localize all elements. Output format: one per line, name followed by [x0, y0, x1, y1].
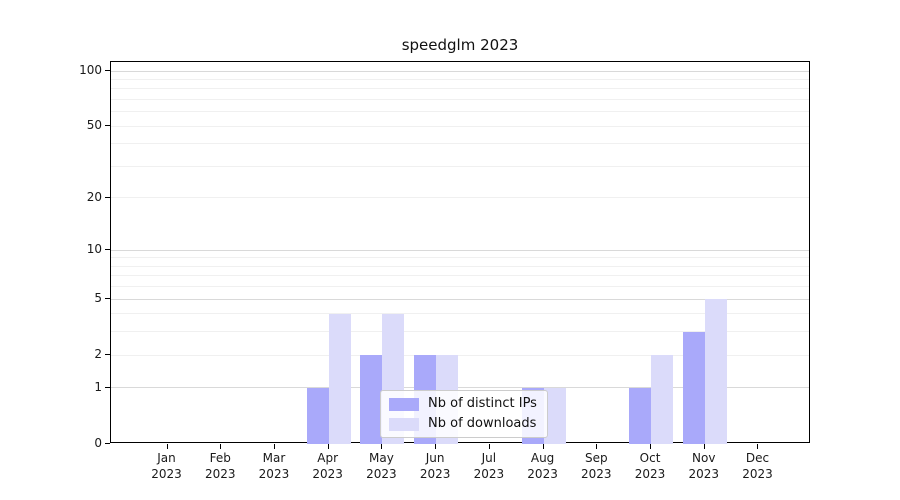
gridline-4 — [111, 313, 809, 315]
x-tick-label-sep: Sep 2023 — [581, 451, 612, 481]
x-tick-nov — [703, 444, 705, 449]
x-tick-label-feb: Feb 2023 — [204, 451, 236, 481]
gridline-1 — [111, 387, 809, 389]
gridline-20 — [111, 197, 809, 199]
y-tick-2 — [105, 354, 110, 356]
legend: Nb of distinct IPs Nb of downloads — [380, 390, 548, 438]
y-tick-20 — [105, 196, 110, 198]
y-tick-1 — [105, 386, 110, 388]
gridline-8 — [111, 265, 809, 267]
x-tick-jan — [166, 444, 168, 449]
gridline-90 — [111, 78, 809, 80]
gridline-7 — [111, 275, 809, 277]
y-tick-label-0: 0 — [94, 436, 102, 450]
bar-downloads-aug — [543, 387, 566, 444]
y-tick-label-1: 1 — [94, 379, 102, 394]
y-tick-0 — [105, 443, 110, 444]
bar-ips-nov — [682, 331, 705, 444]
gridline-9 — [111, 257, 809, 259]
bar-ips-apr — [306, 387, 329, 444]
x-tick-jun — [435, 444, 437, 449]
gridline-70 — [111, 98, 809, 100]
gridline-10 — [111, 249, 809, 251]
x-tick-sep — [596, 444, 598, 449]
x-tick-dec — [757, 444, 759, 449]
gridline-30 — [111, 165, 809, 167]
x-tick-label-jul: Jul 2023 — [473, 451, 505, 481]
gridline-80 — [111, 88, 809, 90]
legend-swatch-downloads — [389, 417, 419, 431]
bar-downloads-nov — [704, 299, 727, 444]
x-tick-may — [381, 444, 383, 449]
x-tick-oct — [650, 444, 652, 449]
y-tick-label-10: 10 — [86, 242, 102, 257]
gridline-60 — [111, 111, 809, 113]
y-tick-5 — [105, 298, 110, 300]
legend-label-downloads: Nb of downloads — [428, 416, 537, 431]
plot-area: Nb of distinct IPs Nb of downloads — [110, 61, 810, 444]
y-tick-label-20: 20 — [86, 189, 102, 204]
x-tick-label-dec: Dec 2023 — [742, 451, 773, 481]
gridline-5 — [111, 298, 809, 300]
bar-ips-oct — [629, 387, 652, 444]
legend-swatch-distinct-ips — [389, 397, 419, 411]
bar-ips-may — [360, 355, 383, 444]
x-tick-aug — [542, 444, 544, 449]
gridline-3 — [111, 331, 809, 333]
x-tick-label-mar: Mar 2023 — [258, 451, 290, 481]
y-tick-label-5: 5 — [94, 291, 102, 306]
x-tick-label-aug: Aug 2023 — [527, 451, 558, 481]
gridline-6 — [111, 286, 809, 288]
gridline-2 — [111, 354, 809, 356]
legend-item-downloads: Nb of downloads — [389, 416, 539, 432]
gridline-50 — [111, 125, 809, 127]
x-tick-label-oct: Oct 2023 — [634, 451, 666, 481]
x-tick-label-jun: Jun 2023 — [419, 451, 451, 481]
x-tick-jul — [488, 444, 490, 449]
legend-item-distinct-ips: Nb of distinct IPs — [389, 396, 539, 412]
gridline-100 — [111, 70, 809, 72]
bar-downloads-apr — [328, 313, 351, 444]
x-tick-apr — [327, 444, 329, 449]
x-tick-label-jan: Jan 2023 — [151, 451, 182, 481]
y-tick-label-2: 2 — [94, 347, 102, 362]
legend-label-distinct-ips: Nb of distinct IPs — [428, 396, 537, 411]
gridline-40 — [111, 143, 809, 145]
y-tick-10 — [105, 249, 110, 251]
x-tick-label-nov: Nov 2023 — [688, 451, 720, 481]
bar-downloads-oct — [651, 355, 674, 444]
x-tick-label-may: May 2023 — [366, 451, 397, 481]
x-tick-feb — [220, 444, 222, 449]
x-tick-label-apr: Apr 2023 — [312, 451, 343, 481]
y-tick-label-100: 100 — [79, 63, 102, 77]
y-tick-100 — [105, 70, 110, 71]
x-tick-mar — [273, 444, 275, 449]
chart-title: speedglm 2023 — [401, 36, 519, 54]
y-tick-label-50: 50 — [86, 118, 102, 133]
y-tick-50 — [105, 125, 110, 127]
